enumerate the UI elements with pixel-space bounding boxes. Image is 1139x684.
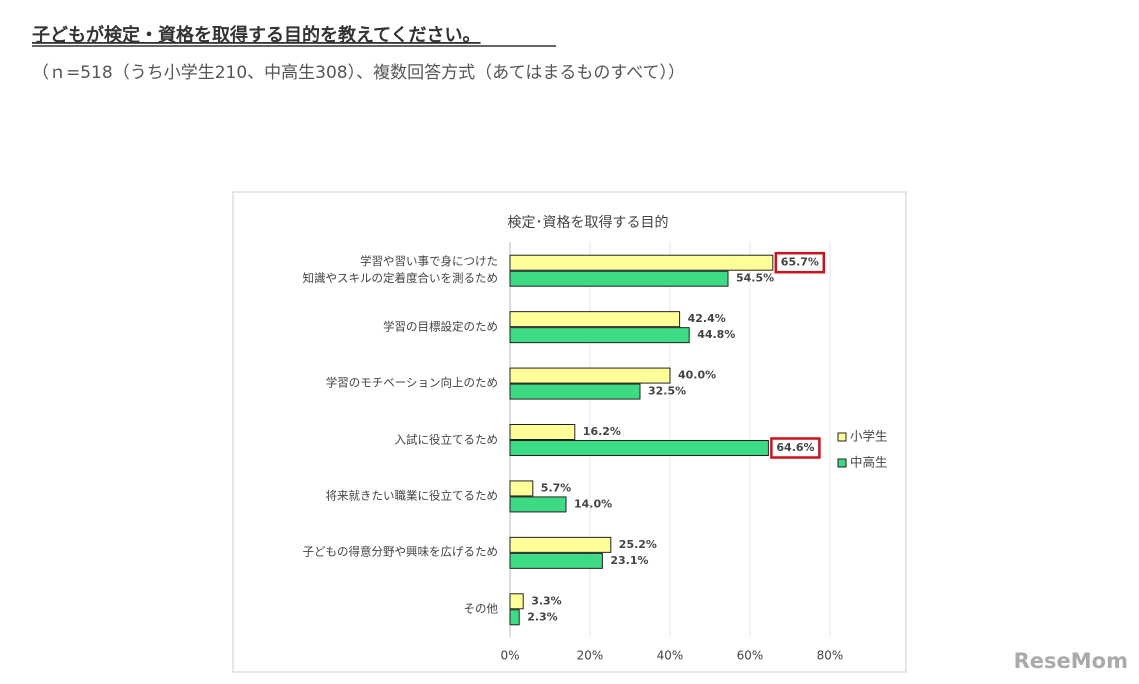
x-tick-label: 80% — [817, 649, 844, 663]
value-label: 40.0% — [678, 369, 716, 382]
value-label: 64.6% — [776, 441, 814, 454]
x-tick-label: 0% — [500, 649, 519, 663]
value-label: 44.8% — [697, 328, 735, 341]
legend-swatch — [837, 458, 847, 468]
bar — [509, 593, 524, 610]
bar — [509, 424, 576, 440]
page-subtitle: （ｎ=518（うち小学生210、中高生308）、複数回答方式（あてはまるものすべ… — [32, 63, 685, 83]
y-tick-label: 学習や習い事で身につけた 知識やスキルの定着度合いを測るため — [302, 254, 499, 286]
value-label: 23.1% — [610, 554, 648, 567]
y-tick-label: 学習の目標設定のため — [383, 319, 498, 334]
y-tick-label: 将来就きたい職業に役立てるため — [325, 488, 499, 503]
bar — [509, 383, 641, 400]
bar — [509, 367, 671, 384]
watermark: ReseMom — [1014, 649, 1128, 673]
page-title: 子どもが検定・資格を取得する目的を教えてください。 — [32, 24, 481, 46]
bar — [509, 270, 729, 287]
y-tick-label: その他 — [463, 601, 499, 616]
value-label: 5.7% — [541, 481, 572, 494]
value-label: 32.5% — [648, 385, 686, 398]
highlight-box — [774, 251, 826, 274]
x-tick-label: 40% — [657, 649, 684, 663]
legend-swatch — [837, 432, 847, 442]
bar — [509, 609, 520, 626]
y-tick-label: 子どもの得意分野や興味を広げるため — [302, 544, 499, 559]
value-label: 2.3% — [527, 610, 558, 623]
bar — [509, 552, 603, 569]
value-label: 54.5% — [736, 272, 774, 285]
bar — [509, 496, 567, 513]
highlight-box — [770, 437, 821, 459]
bar — [509, 327, 690, 344]
x-tick-label: 20% — [577, 649, 604, 663]
value-label: 14.0% — [574, 497, 612, 510]
y-tick-label: 学習のモチベーション向上のため — [325, 375, 498, 390]
value-label: 3.3% — [531, 594, 562, 607]
value-label: 65.7% — [781, 256, 819, 269]
value-label: 16.2% — [583, 425, 621, 438]
x-tick-label: 60% — [737, 649, 764, 663]
bar — [509, 311, 681, 328]
y-tick-label: 入試に役立てるため — [394, 432, 499, 446]
value-label: 25.2% — [619, 538, 657, 551]
legend-label: 小学生 — [850, 429, 888, 444]
chart-title: 検定･資格を取得する目的 — [508, 214, 669, 231]
legend-label: 中高生 — [850, 455, 888, 470]
bar — [509, 536, 612, 553]
bar — [509, 440, 769, 456]
value-label: 42.4% — [688, 312, 726, 325]
bar — [509, 480, 534, 497]
bar — [509, 254, 774, 271]
